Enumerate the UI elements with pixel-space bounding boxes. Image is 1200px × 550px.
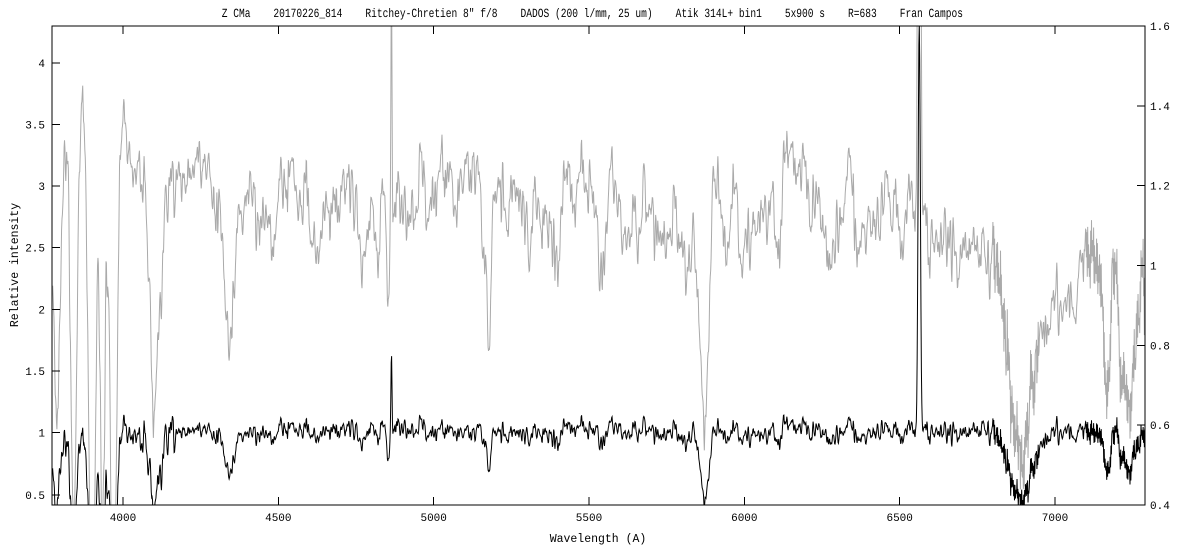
svg-text:1.6: 1.6 <box>1150 22 1170 34</box>
svg-text:1: 1 <box>1150 262 1157 274</box>
svg-text:5000: 5000 <box>420 513 446 525</box>
svg-text:2: 2 <box>38 305 45 317</box>
svg-text:1.5: 1.5 <box>25 367 45 379</box>
svg-text:6500: 6500 <box>886 513 912 525</box>
svg-text:0.6: 0.6 <box>1150 421 1170 433</box>
svg-text:4500: 4500 <box>265 513 291 525</box>
svg-text:0.8: 0.8 <box>1150 341 1170 353</box>
svg-text:6000: 6000 <box>731 513 757 525</box>
svg-text:1.2: 1.2 <box>1150 182 1170 194</box>
svg-text:1.4: 1.4 <box>1150 102 1170 114</box>
svg-text:4: 4 <box>38 59 45 71</box>
svg-text:5500: 5500 <box>576 513 602 525</box>
svg-text:2.5: 2.5 <box>25 244 45 256</box>
svg-text:Wavelength (A): Wavelength (A) <box>550 533 647 546</box>
svg-text:3: 3 <box>38 182 45 194</box>
svg-text:1: 1 <box>38 428 45 440</box>
svg-text:4000: 4000 <box>110 513 136 525</box>
svg-text:7000: 7000 <box>1042 513 1068 525</box>
svg-text:0.5: 0.5 <box>25 491 45 503</box>
svg-text:3.5: 3.5 <box>25 121 45 133</box>
svg-text:0.4: 0.4 <box>1150 501 1170 513</box>
svg-text:Relative intensity: Relative intensity <box>9 203 22 327</box>
